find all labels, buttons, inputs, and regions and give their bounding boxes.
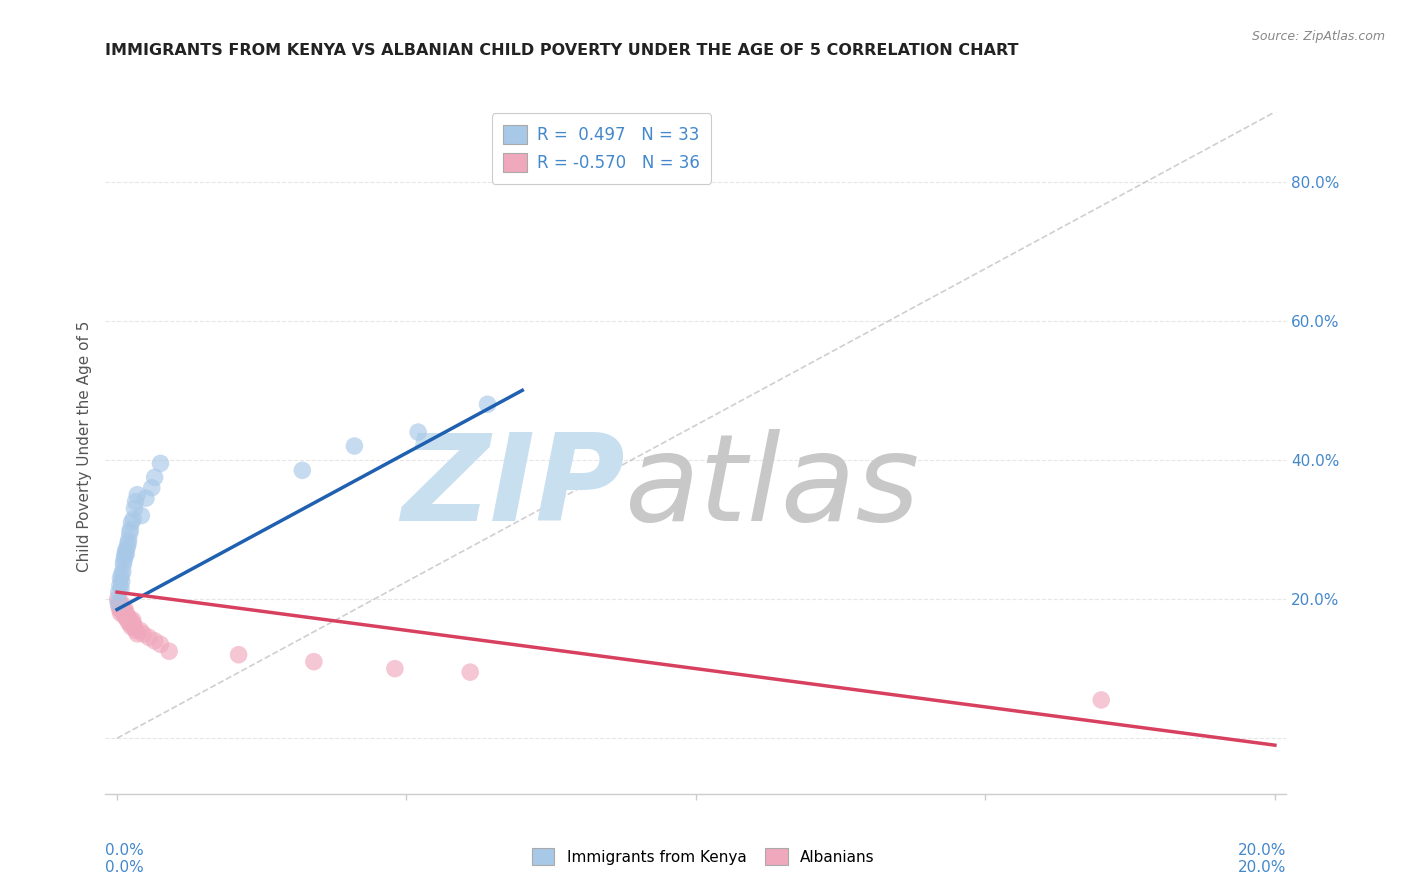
Point (110, 606, 132, 620)
Point (384, 662, 406, 676)
Point (112, 554, 135, 568)
Point (477, 397, 499, 411)
Point (108, 596, 131, 610)
Point (143, 633, 166, 648)
Legend: Immigrants from Kenya, Albanians: Immigrants from Kenya, Albanians (526, 842, 880, 871)
Point (458, 665, 481, 680)
Point (121, 516, 143, 530)
Text: 20.0%: 20.0% (1239, 843, 1286, 857)
Point (121, 620, 143, 634)
Point (117, 609, 139, 624)
Point (114, 547, 136, 561)
Point (110, 571, 132, 585)
Point (121, 613, 143, 627)
Point (111, 574, 134, 589)
Point (114, 606, 136, 620)
Point (122, 616, 145, 631)
Point (112, 558, 135, 572)
Point (129, 624, 152, 638)
Point (124, 501, 146, 516)
Point (117, 536, 139, 550)
Point (107, 592, 129, 607)
Point (120, 616, 142, 631)
Text: 20.0%: 20.0% (1239, 860, 1286, 875)
Point (406, 425, 429, 439)
Text: Source: ZipAtlas.com: Source: ZipAtlas.com (1251, 29, 1385, 43)
Point (343, 439, 366, 453)
Y-axis label: Child Poverty Under the Age of 5: Child Poverty Under the Age of 5 (77, 320, 93, 572)
Point (302, 655, 325, 669)
Point (114, 609, 136, 624)
Point (110, 596, 132, 610)
Text: atlas: atlas (626, 429, 921, 546)
Point (127, 627, 149, 641)
Point (112, 606, 135, 620)
Point (110, 582, 132, 596)
Point (143, 470, 166, 484)
Point (120, 523, 142, 537)
Point (157, 644, 180, 658)
Text: 0.0%: 0.0% (105, 860, 145, 875)
Point (122, 512, 145, 526)
Point (117, 533, 139, 547)
Point (132, 627, 155, 641)
Point (115, 609, 138, 624)
Text: IMMIGRANTS FROM KENYA VS ALBANIAN CHILD POVERTY UNDER THE AGE OF 5 CORRELATION C: IMMIGRANTS FROM KENYA VS ALBANIAN CHILD … (105, 43, 1019, 58)
Point (115, 547, 138, 561)
Point (124, 620, 146, 634)
Point (1090, 693, 1112, 707)
Point (108, 602, 131, 616)
Point (114, 543, 136, 558)
Point (127, 488, 149, 502)
Point (118, 613, 141, 627)
Point (112, 602, 135, 616)
Point (118, 616, 141, 631)
Point (111, 602, 134, 616)
Point (118, 526, 141, 541)
Point (107, 585, 129, 599)
Point (138, 630, 160, 644)
Point (114, 602, 136, 616)
Point (149, 637, 172, 651)
Point (111, 599, 134, 613)
Text: 0.0%: 0.0% (105, 843, 145, 857)
Point (135, 491, 157, 505)
Point (108, 578, 131, 592)
Point (114, 550, 136, 565)
Point (117, 613, 139, 627)
Point (124, 494, 146, 508)
Point (111, 564, 134, 578)
Point (149, 457, 172, 471)
Point (117, 540, 139, 554)
Point (291, 463, 314, 477)
Point (124, 624, 146, 638)
Text: ZIP: ZIP (401, 429, 626, 546)
Point (107, 599, 129, 613)
Point (131, 508, 153, 523)
Point (141, 481, 163, 495)
Point (111, 567, 134, 582)
Point (228, 648, 250, 662)
Point (107, 596, 129, 610)
Legend: R =  0.497   N = 33, R = -0.570   N = 36: R = 0.497 N = 33, R = -0.570 N = 36 (492, 113, 711, 184)
